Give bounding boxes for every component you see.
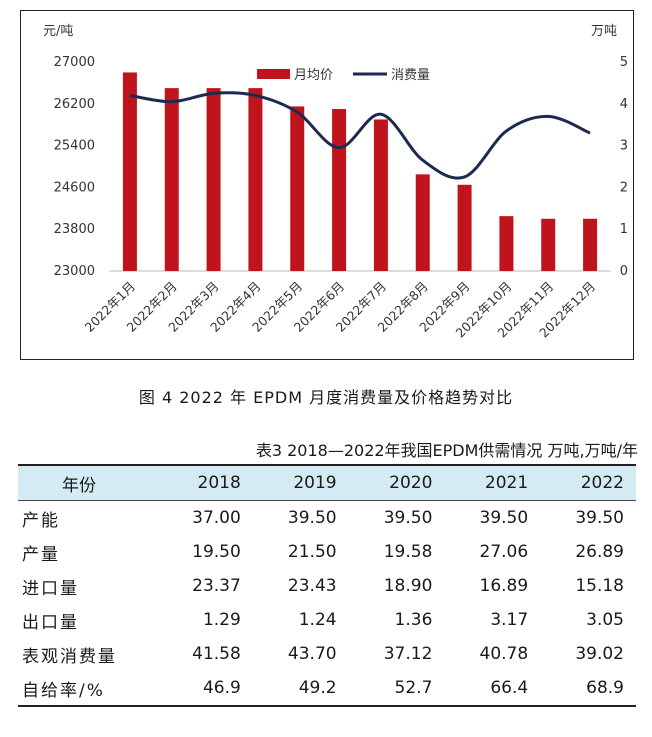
table-cell: 66.4 <box>490 678 529 698</box>
left-axis-tick-label: 23000 <box>54 264 95 279</box>
legend-label-price: 月均价 <box>294 68 333 83</box>
table-cell: 37.00 <box>192 508 241 528</box>
table-cell: 1.24 <box>298 610 337 630</box>
chart-frame: 23000 23800 24600 25400 26200 27000 0 1 2 3 4 5 元/吨 万… <box>20 10 634 360</box>
row-label: 自给率/% <box>22 680 105 701</box>
price-bar <box>583 218 598 271</box>
row-label: 进口量 <box>22 578 79 599</box>
right-axis-tick-label: 2 <box>620 180 628 195</box>
price-bar <box>415 174 430 271</box>
legend-swatch-price <box>257 69 290 79</box>
right-axis-tick-label: 1 <box>620 222 628 237</box>
price-bar <box>164 88 179 271</box>
right-axis-tick-label: 4 <box>620 97 628 112</box>
row-label: 产能 <box>22 510 60 531</box>
table-cell: 23.37 <box>192 576 241 596</box>
table-row: 自给率/% 46.9 49.2 52.7 66.4 68.9 <box>18 671 636 706</box>
table-cell: 52.7 <box>394 678 433 698</box>
table-cell: 39.50 <box>479 508 529 528</box>
table-cell: 1.36 <box>394 610 433 630</box>
legend: 月均价 消费量 <box>257 68 430 83</box>
table-cell: 3.17 <box>490 610 529 630</box>
price-bar <box>290 106 305 271</box>
table-caption: 表3 2018—2022年我国EPDM供需情况 万吨,万吨/年 <box>255 441 638 460</box>
consumption-line-layer <box>129 91 591 180</box>
right-axis-tick-label: 5 <box>620 55 628 70</box>
table-row: 进口量 23.37 23.43 18.90 16.89 15.18 <box>18 569 636 603</box>
right-axis-tick-label: 3 <box>620 139 628 154</box>
table-cell: 27.06 <box>479 542 529 562</box>
table-cell: 19.58 <box>383 542 433 562</box>
left-axis-tick-label: 26200 <box>54 97 95 112</box>
left-axis-tick-label: 25400 <box>54 139 95 154</box>
price-bars <box>122 72 598 272</box>
right-axis-unit: 万吨 <box>591 24 617 39</box>
consumption-line <box>129 91 591 180</box>
left-axis-tick-label: 24600 <box>54 180 95 195</box>
row-label: 表观消费量 <box>22 646 117 667</box>
figure-caption: 图 4 2022 年 EPDM 月度消费量及价格趋势对比 <box>138 388 514 407</box>
table-cell: 21.50 <box>287 542 337 562</box>
table-row: 出口量 1.29 1.24 1.36 3.17 3.05 <box>18 603 636 637</box>
header-year: 2020 <box>389 473 433 493</box>
table-header-row: 年份 2018 2019 2020 2021 2022 <box>18 465 636 501</box>
table-cell: 39.50 <box>287 508 337 528</box>
table-cell: 1.29 <box>202 610 241 630</box>
table-row: 产能 37.00 39.50 39.50 39.50 39.50 <box>18 501 636 536</box>
table-cell: 18.90 <box>383 576 433 596</box>
table-cell: 49.2 <box>298 678 337 698</box>
price-consumption-chart: 23000 23800 24600 25400 26200 27000 0 1 2 3 4 5 元/吨 万… <box>43 24 628 341</box>
price-bar <box>499 216 514 271</box>
header-year: 2019 <box>293 473 337 493</box>
table-row: 产量 19.50 21.50 19.58 27.06 26.89 <box>18 535 636 569</box>
price-bar <box>541 218 556 271</box>
left-axis-tick-label: 23800 <box>54 222 95 237</box>
table-cell: 39.02 <box>575 644 624 664</box>
header-year: 2021 <box>484 473 529 493</box>
table-cell: 39.50 <box>383 508 433 528</box>
table-cell: 40.78 <box>479 644 529 664</box>
row-label: 产量 <box>22 544 60 565</box>
table-cell: 23.43 <box>287 576 337 596</box>
table-cell: 39.50 <box>575 508 624 528</box>
right-axis-tick-label: 0 <box>620 264 628 279</box>
table-cell: 3.05 <box>586 610 624 630</box>
table-cell: 37.12 <box>383 644 433 664</box>
row-label: 出口量 <box>22 612 79 633</box>
table-cell: 46.9 <box>202 678 241 698</box>
table-cell: 26.89 <box>575 542 624 562</box>
header-year: 2022 <box>580 473 624 493</box>
table-cell: 15.18 <box>575 576 624 596</box>
left-axis-tick-label: 27000 <box>54 55 95 70</box>
table-cell: 68.9 <box>586 678 624 698</box>
supply-demand-table: 年份 2018 2019 2020 2021 2022 产能 37.00 39.… <box>18 464 636 707</box>
price-bar <box>373 119 388 271</box>
left-axis-unit: 元/吨 <box>43 24 73 39</box>
legend-label-consumption: 消费量 <box>391 68 430 83</box>
table-cell: 41.58 <box>192 644 241 664</box>
price-bar <box>457 184 472 271</box>
price-bar <box>122 72 137 271</box>
header-year-label: 年份 <box>62 475 96 496</box>
table-row: 表观消费量 41.58 43.70 37.12 40.78 39.02 <box>18 637 636 671</box>
price-bar <box>332 109 347 272</box>
price-bar <box>248 88 263 271</box>
table-cell: 16.89 <box>479 576 529 596</box>
table-cell: 19.50 <box>192 542 241 562</box>
header-year: 2018 <box>197 473 241 493</box>
table-cell: 43.70 <box>287 644 337 664</box>
price-bar <box>206 88 221 271</box>
